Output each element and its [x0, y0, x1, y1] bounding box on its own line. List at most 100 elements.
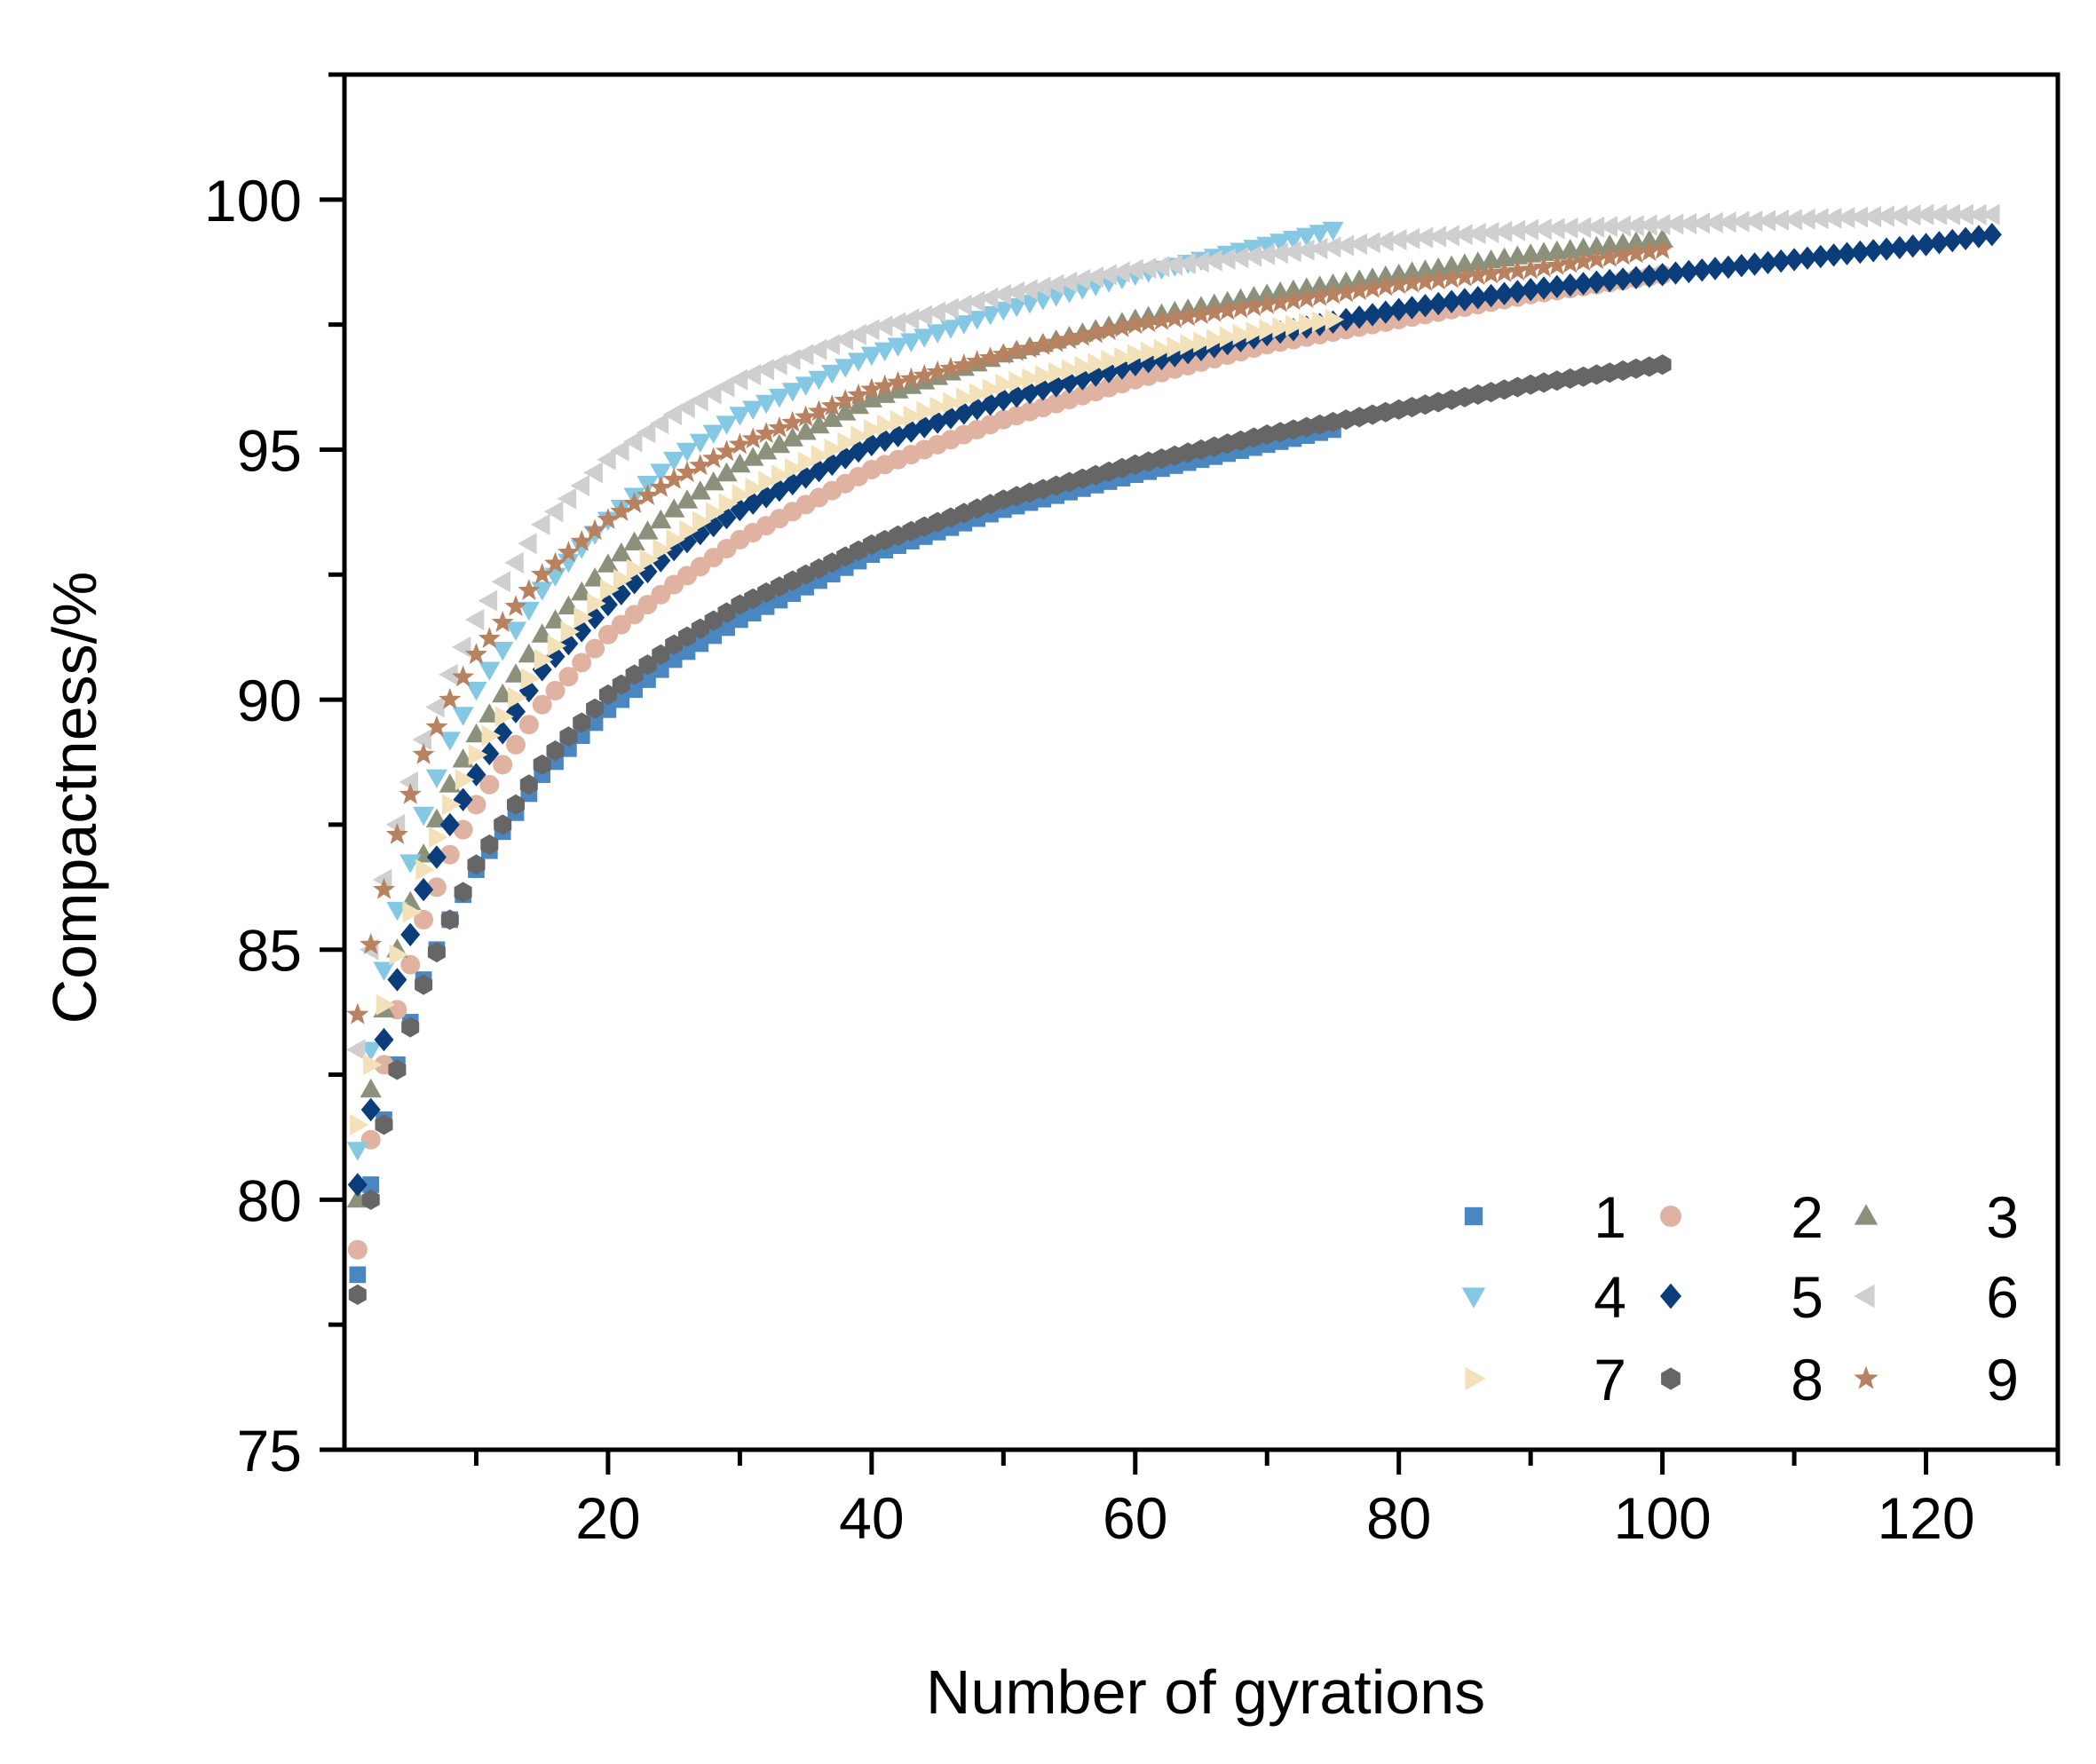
- data-point: [864, 418, 883, 440]
- data-point: [1243, 240, 1265, 259]
- data-point: [795, 465, 816, 489]
- data-point: [1902, 204, 1921, 226]
- data-point: [782, 471, 803, 495]
- data-point: [439, 687, 462, 709]
- data-point: [1246, 321, 1265, 344]
- data-point: [1534, 276, 1554, 300]
- data-point: [1756, 210, 1776, 232]
- data-point: [939, 297, 959, 320]
- data-point: [1758, 250, 1778, 274]
- data-point: [559, 726, 578, 748]
- data-point: [1797, 246, 1817, 270]
- data-point: [860, 377, 883, 399]
- legend-item-1: 1: [1464, 1184, 1626, 1250]
- data-point: [452, 707, 474, 726]
- data-point: [1677, 212, 1697, 234]
- data-point: [650, 463, 672, 483]
- legend-item-5: 5: [1660, 1264, 1823, 1330]
- data-point: [1299, 312, 1318, 335]
- data-point: [837, 431, 857, 454]
- data-point: [1559, 251, 1582, 273]
- data-point: [1914, 203, 1934, 225]
- data-point: [466, 763, 486, 787]
- data-point: [992, 343, 1015, 365]
- data-point: [1282, 289, 1305, 311]
- data-point: [781, 383, 803, 402]
- data-point: [1968, 225, 1989, 249]
- data-point: [847, 352, 870, 372]
- data-point: [372, 868, 392, 890]
- data-point: [427, 942, 446, 963]
- legend-item-2: 2: [1660, 1184, 1823, 1250]
- data-point: [715, 376, 735, 398]
- data-point: [1084, 321, 1107, 344]
- data-point: [956, 387, 976, 409]
- data-point: [662, 403, 682, 426]
- data-point: [385, 813, 406, 835]
- data-point: [543, 501, 564, 523]
- data-point: [402, 901, 422, 923]
- data-point: [1349, 305, 1370, 329]
- data-point: [518, 533, 537, 555]
- data-point: [362, 1054, 383, 1076]
- data-point: [953, 315, 975, 335]
- data-point: [1769, 209, 1789, 231]
- data-point: [702, 471, 724, 491]
- data-point: [626, 681, 643, 699]
- data-point: [1718, 255, 1738, 280]
- data-point: [1150, 308, 1173, 330]
- data-point: [518, 643, 540, 663]
- data-point: [1717, 211, 1736, 233]
- x-axis-label: Number of gyrations: [926, 1657, 1485, 1727]
- data-point: [992, 283, 1012, 305]
- data-point: [1272, 316, 1292, 339]
- data-point: [1256, 236, 1278, 257]
- data-point: [478, 627, 501, 649]
- data-point: [585, 638, 605, 659]
- data-point: [586, 714, 604, 732]
- data-point: [1572, 249, 1595, 272]
- data-point: [1203, 249, 1222, 272]
- data-point: [926, 360, 949, 382]
- data-point: [611, 581, 631, 605]
- data-point: [1850, 240, 1871, 265]
- data-point: [1084, 266, 1103, 289]
- data-point: [1097, 264, 1117, 286]
- series-2: [347, 265, 1673, 1260]
- data-point: [1322, 221, 1344, 241]
- data-point: [639, 549, 660, 571]
- legend-label: 8: [1791, 1347, 1823, 1412]
- data-point: [624, 571, 645, 595]
- data-point: [939, 357, 962, 378]
- data-point: [389, 944, 408, 966]
- data-point: [350, 1113, 369, 1135]
- data-point: [583, 518, 606, 541]
- data-point: [1282, 241, 1301, 263]
- data-point: [439, 732, 461, 751]
- data-point: [1229, 247, 1249, 269]
- data-point: [689, 454, 712, 476]
- data-marks: [346, 203, 2002, 1305]
- data-point: [481, 724, 501, 747]
- data-point: [531, 513, 550, 535]
- data-point: [1559, 217, 1578, 239]
- data-point: [834, 389, 857, 410]
- data-point: [993, 387, 1014, 412]
- data-point: [821, 364, 843, 384]
- data-point: [573, 727, 590, 744]
- data-point: [467, 854, 486, 875]
- data-point: [1664, 213, 1684, 235]
- data-point: [1889, 235, 1910, 260]
- data-point: [506, 734, 526, 755]
- data-point: [1361, 232, 1380, 254]
- data-point: [400, 922, 421, 946]
- data-point: [1981, 203, 2000, 225]
- data-point: [1560, 273, 1580, 297]
- data-point: [570, 529, 593, 551]
- legend-item-3: 3: [1854, 1184, 2019, 1250]
- data-point: [929, 396, 949, 418]
- data-point: [1074, 355, 1094, 378]
- data-point: [1325, 308, 1345, 331]
- data-point: [1956, 226, 1976, 250]
- data-point: [1216, 298, 1239, 320]
